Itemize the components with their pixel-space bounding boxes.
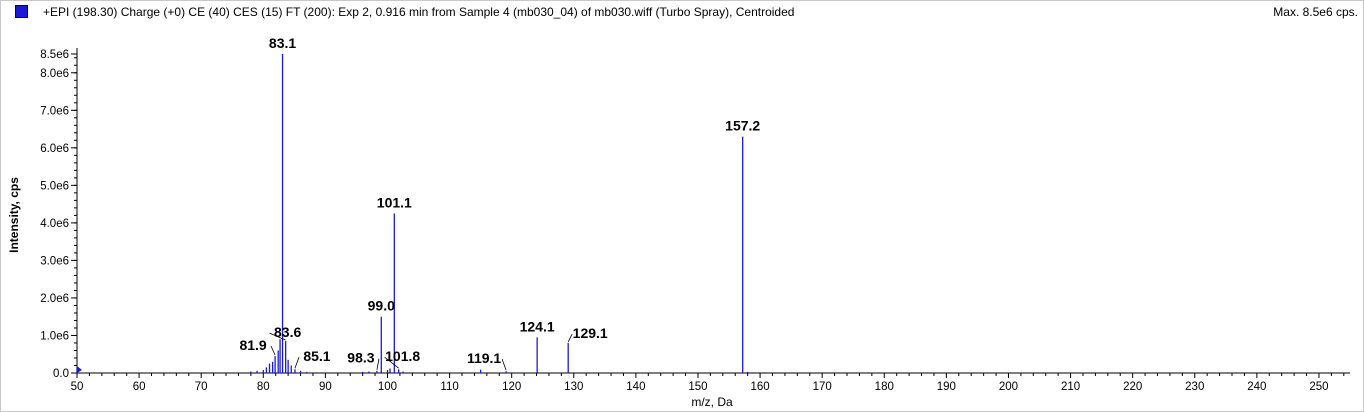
y-axis-title: Intensity, cps	[7, 177, 21, 253]
y-tick-label: 1.0e6	[40, 330, 69, 342]
x-tick-label: 150	[688, 381, 707, 393]
x-tick-label: 160	[750, 381, 769, 393]
y-tick-label: 8.0e6	[40, 68, 69, 80]
x-tick-label: 230	[1185, 381, 1204, 393]
peak-label: 85.1	[303, 348, 330, 364]
y-tick-label: 4.0e6	[40, 218, 69, 230]
max-intensity-label: Max. 8.5e6 cps.	[1273, 5, 1358, 19]
x-tick-label: 170	[813, 381, 832, 393]
x-tick-label: 120	[502, 381, 521, 393]
peak-label: 124.1	[520, 318, 555, 334]
peak-label-leader	[269, 332, 286, 341]
x-tick-label: 240	[1247, 381, 1266, 393]
y-tick-label: 7.0e6	[40, 105, 69, 117]
x-tick-label: 90	[319, 381, 332, 393]
peak-label: 99.0	[368, 298, 395, 314]
peak-label: 98.3	[347, 350, 374, 366]
y-tick-label: 5.0e6	[40, 180, 69, 192]
series-legend-swatch[interactable]	[15, 5, 28, 18]
peak-label-leader	[567, 333, 573, 343]
x-tick-label: 210	[1061, 381, 1080, 393]
scan-marker-icon	[77, 366, 82, 373]
x-tick-label: 220	[1123, 381, 1142, 393]
x-tick-label: 190	[937, 381, 956, 393]
peak-label: 81.9	[239, 337, 266, 353]
x-tick-label: 110	[440, 381, 458, 393]
x-axis-title: m/z, Da	[691, 395, 733, 409]
peak-label-leader	[384, 356, 399, 369]
x-tick-label: 130	[564, 381, 583, 393]
peak-label: 101.8	[385, 348, 420, 364]
x-tick-label: 180	[875, 381, 894, 393]
y-tick-label: 6.0e6	[40, 143, 69, 155]
x-tick-label: 100	[378, 381, 397, 393]
spectrum-header: +EPI (198.30) Charge (+0) CE (40) CES (1…	[0, 0, 1364, 26]
peak-label-leader	[376, 358, 380, 370]
peak-label: 83.6	[274, 324, 301, 340]
x-tick-label: 140	[626, 381, 645, 393]
peak-label: 83.1	[269, 35, 296, 51]
y-tick-label: 0.0	[53, 368, 69, 380]
x-tick-label: 80	[257, 381, 270, 393]
peak-label-leader	[501, 358, 507, 371]
peak-label-leader	[270, 345, 276, 356]
y-tick-label: 3.0e6	[40, 255, 69, 267]
x-tick-label: 50	[71, 381, 84, 393]
peak-label: 119.1	[467, 350, 501, 366]
y-tick-label: 8.5e6	[40, 49, 69, 61]
y-tick-label: 2.0e6	[40, 293, 69, 305]
x-tick-label: 250	[1309, 381, 1328, 393]
x-tick-label: 60	[133, 381, 146, 393]
peak-label: 157.2	[725, 118, 760, 134]
peak-label: 129.1	[573, 325, 608, 341]
spectrum-title: +EPI (198.30) Charge (+0) CE (40) CES (1…	[43, 5, 795, 19]
peak-label: 101.1	[377, 195, 412, 211]
x-tick-label: 70	[195, 381, 208, 393]
x-tick-label: 200	[999, 381, 1018, 393]
peak-label-leader	[294, 357, 300, 369]
